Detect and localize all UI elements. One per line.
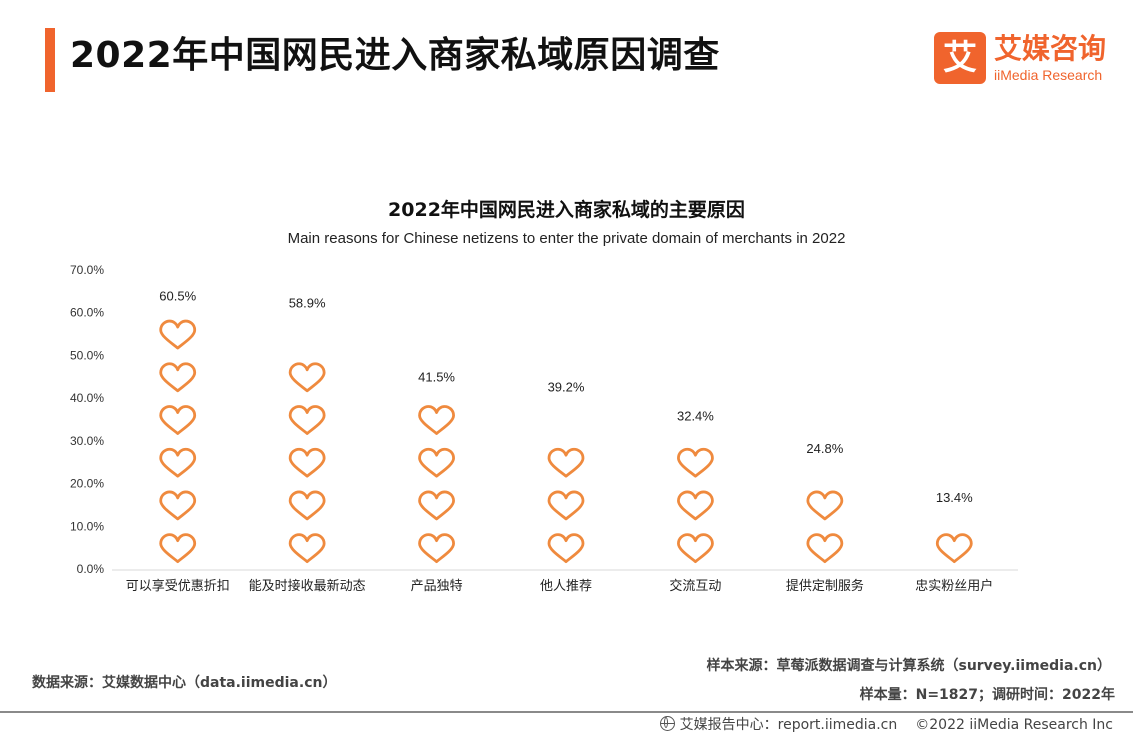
data-label: 32.4% — [677, 409, 714, 424]
bar-5 — [677, 447, 714, 564]
heart-icon-partial — [549, 407, 583, 434]
chart-title: 2022年中国网民进入商家私域的主要原因 — [388, 199, 745, 221]
data-label: 60.5% — [159, 289, 196, 304]
heart-icon — [677, 490, 714, 521]
footer-divider — [0, 711, 1133, 713]
heart-icon — [159, 533, 197, 564]
heart-icon — [288, 490, 326, 521]
heart-icon — [418, 447, 455, 478]
x-category-label: 产品独特 — [411, 579, 463, 594]
brand-logo: 艾 艾媒咨询 iiMedia Research — [934, 32, 1124, 88]
title-accent-bar — [45, 28, 55, 92]
heart-icon — [418, 490, 455, 521]
y-tick-label: 0.0% — [77, 562, 105, 576]
data-label: 41.5% — [418, 370, 455, 385]
bar-4 — [547, 407, 585, 564]
x-category-label: 忠实粉丝用户 — [915, 578, 993, 594]
heart-icon — [418, 405, 455, 435]
heart-icon — [806, 533, 844, 564]
data-source: 数据来源：艾媒数据中心（data.iimedia.cn） — [32, 675, 337, 691]
y-tick-label: 50.0% — [70, 348, 104, 362]
y-tick-label: 30.0% — [70, 434, 104, 448]
data-label: 39.2% — [548, 380, 585, 395]
x-category-label: 他人推荐 — [540, 579, 592, 594]
heart-icon — [288, 362, 326, 393]
chart-subtitle: Main reasons for Chinese netizens to ent… — [287, 230, 846, 247]
report-center-link[interactable]: 艾媒报告中心：report.iimedia.cn — [679, 717, 898, 733]
heart-icon — [677, 533, 714, 564]
copyright: ©2022 iiMedia Research Inc — [915, 717, 1113, 733]
heart-icon — [159, 447, 197, 478]
heart-icon — [159, 362, 197, 393]
sample-source: 样本来源：草莓派数据调查与计算系统（survey.iimedia.cn） — [706, 658, 1111, 674]
x-category-label: 可以享受优惠折扣 — [126, 578, 230, 594]
heart-icon — [288, 447, 326, 478]
y-tick-label: 70.0% — [70, 263, 104, 277]
heart-icon — [547, 447, 585, 478]
heart-icon — [288, 533, 326, 564]
x-category-label: 提供定制服务 — [786, 578, 864, 594]
data-label: 58.9% — [289, 295, 326, 310]
heart-icon — [547, 490, 585, 521]
heart-icon — [806, 490, 844, 521]
x-category-label: 能及时接收最新动态 — [249, 578, 366, 594]
bar-2 — [288, 321, 326, 564]
y-tick-label: 60.0% — [70, 306, 104, 320]
y-tick-label: 10.0% — [70, 519, 104, 533]
heart-icon — [418, 533, 455, 564]
bar-1 — [159, 319, 197, 564]
globe-icon — [659, 716, 675, 731]
footer-bottom: 艾媒报告中心：report.iimedia.cn ©2022 iiMedia Re… — [659, 714, 1113, 734]
heart-icon — [677, 447, 714, 478]
logo-name-en: iiMedia Research — [994, 67, 1103, 83]
heart-icon — [159, 490, 197, 521]
x-category-label: 交流互动 — [669, 578, 721, 594]
bar-7 — [935, 533, 973, 564]
data-label: 13.4% — [936, 490, 973, 505]
sample-info: 样本量：N=1827；调研时间：2022年 — [859, 687, 1115, 703]
heart-icon-partial — [290, 321, 324, 348]
heart-icon — [159, 405, 197, 435]
bar-6 — [806, 490, 844, 564]
y-tick-label: 40.0% — [70, 391, 104, 405]
bar-3 — [418, 405, 455, 564]
heart-icon — [547, 533, 585, 564]
logo-mark: 艾 — [934, 32, 986, 84]
heart-icon — [159, 319, 197, 350]
y-tick-label: 20.0% — [70, 477, 104, 491]
heart-icon — [935, 533, 973, 564]
data-label: 24.8% — [806, 441, 843, 456]
logo-name-cn: 艾媒咨询 — [994, 32, 1107, 65]
page-title: 2022年中国网民进入商家私域原因调查 — [70, 35, 720, 76]
heart-icon — [288, 405, 326, 435]
